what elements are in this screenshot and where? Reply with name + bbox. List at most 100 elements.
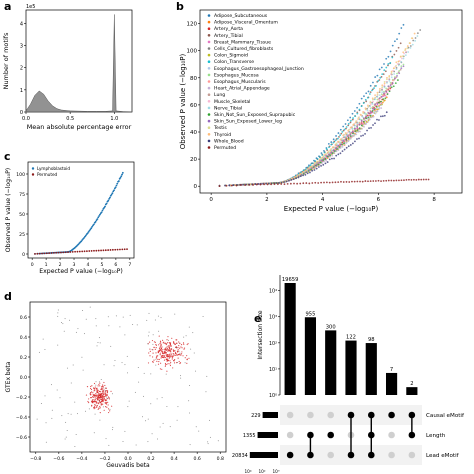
panel-b-point [263,183,265,186]
panel-c-point-lymphoblastoid [115,184,118,187]
panel-e-matrix-dot [307,411,314,419]
panel-d-point-background [217,440,219,442]
panel-b-point [402,63,405,66]
panel-b-point [405,178,408,181]
panel-b-legend-label: Heart_Atrial_Appendage [214,86,270,92]
panel-d-point [174,343,176,345]
panel-b-point [365,100,368,103]
panel-b-point [383,63,385,65]
panel-b-point [359,180,361,183]
panel-d-point [169,345,171,347]
panel-d-point [160,355,162,357]
panel-d-point [173,342,175,344]
panel-b-point [378,97,381,100]
panel-b-point [320,152,323,155]
panel-b-ytick-label: 20 [190,157,197,163]
panel-d-point-background [56,389,58,391]
panel-e-set-name: Lead eMotif [426,453,460,459]
panel-d-point-background [107,316,109,318]
panel-d-point-background [108,444,110,446]
panel-c-point-permuted [45,252,48,255]
panel-b-point [349,116,352,119]
panel-b-point [332,149,335,152]
panel-c-point-lymphoblastoid [116,182,119,185]
panel-d-point-background [77,328,79,330]
panel-b-point [380,66,383,69]
panel-b-point [381,88,383,91]
panel-d-point-background [70,382,72,384]
panel-d-beta-scatter: −0.8 −0.6 −0.4 −0.2 0.0 0.2 0.4 0.6 0.8 −0.6 −0.4 −… [5,301,227,469]
panel-d-point [169,353,171,355]
panel-b-point [341,146,344,148]
panel-c-point-permuted [57,251,60,254]
panel-d-point [168,346,170,348]
panel-b-point [381,86,384,89]
panel-b-point [335,150,338,152]
panel-b-point [383,84,386,87]
panel-b-point [355,133,358,136]
panel-d-point [159,368,162,370]
panel-a-ytick-label: 0 [20,110,23,116]
panel-b-point [285,180,288,183]
panel-b-point [420,178,423,181]
panel-e-bar-label: 19659 [282,277,299,283]
panel-b-point [324,162,327,165]
panel-b-point [354,140,356,143]
panel-b-point [400,65,403,68]
panel-e-set-size-bar [257,432,278,438]
panel-d-point-background [146,319,148,321]
panel-b-point [356,106,359,109]
panel-d-point [100,388,102,390]
panel-b-point [280,181,283,184]
panel-b-point [339,143,342,146]
panel-b-point [331,154,334,157]
panel-c-point-lymphoblastoid [94,220,97,223]
panel-b-point [388,90,391,93]
panel-d-point-background [150,403,152,405]
panel-c-point-permuted [93,249,95,252]
panel-b-point [360,119,363,122]
panel-d-point-background [207,441,209,443]
panel-b-point [356,112,359,115]
panel-b-point [387,64,389,67]
panel-c-point-lymphoblastoid [97,216,100,219]
panel-d-point [101,388,103,390]
panel-b-point [413,32,416,35]
panel-b-qq-plot: 0 2 4 6 8020406080100120Adipose_Subcutaneous… [179,9,463,213]
panel-b-point [349,121,352,124]
panel-d-point-background [178,350,180,352]
panel-b-point [412,39,415,42]
panel-d-point-background [63,330,65,332]
panel-d-point [184,357,186,359]
panel-c-point-permuted [121,248,124,251]
panel-b-point [341,131,344,133]
panel-d-point-background [176,419,178,421]
panel-d-point [169,364,172,367]
panel-b-point [390,72,393,74]
panel-d-point-background [193,352,195,354]
panel-b-point [333,151,336,154]
panel-b-point [320,181,323,184]
panel-d-point-background [166,406,168,408]
panel-b-series [218,178,430,188]
panel-b-point [340,132,343,135]
panel-b-point [374,104,376,107]
panel-d-point-background [85,410,87,412]
panel-d-point [166,339,168,341]
panel-b-point [355,131,358,134]
panel-b-point [369,112,371,115]
panel-d-point [166,355,168,357]
panel-d-point [157,351,159,354]
panel-d-ylabel: GTEx beta [5,361,12,392]
panel-c-point-permuted [76,250,79,253]
panel-b-point [362,134,364,137]
panel-d-point-background [83,333,85,335]
panel-b-point [368,118,371,121]
panel-b-point [359,118,361,121]
panel-d-point [167,360,169,362]
panel-d-point-background [57,312,59,314]
panel-b-point [364,180,367,182]
panel-d-point [170,355,172,357]
panel-b-point [318,158,321,161]
panel-b-point [328,158,331,161]
